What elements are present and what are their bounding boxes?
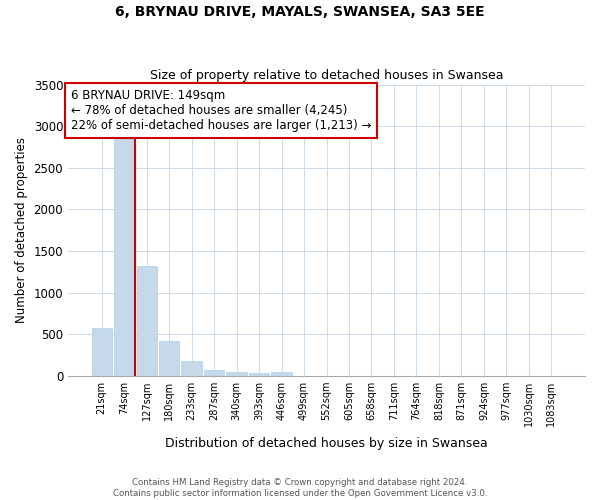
Bar (204, 370, 224, 376)
Bar (226, 372, 247, 376)
Bar (137, 266, 157, 376)
Bar (114, 133, 134, 376)
Text: 6 BRYNAU DRIVE: 149sqm
← 78% of detached houses are smaller (4,245)
22% of semi-: 6 BRYNAU DRIVE: 149sqm ← 78% of detached… (71, 89, 371, 132)
Text: Contains HM Land Registry data © Crown copyright and database right 2024.
Contai: Contains HM Land Registry data © Crown c… (113, 478, 487, 498)
Title: Size of property relative to detached houses in Swansea: Size of property relative to detached ho… (150, 69, 503, 82)
Bar (249, 374, 269, 376)
Bar (92, 328, 112, 376)
Y-axis label: Number of detached properties: Number of detached properties (15, 137, 28, 323)
Bar (159, 341, 179, 376)
Bar (271, 372, 292, 376)
Bar (181, 361, 202, 376)
X-axis label: Distribution of detached houses by size in Swansea: Distribution of detached houses by size … (165, 437, 488, 450)
Text: 6, BRYNAU DRIVE, MAYALS, SWANSEA, SA3 5EE: 6, BRYNAU DRIVE, MAYALS, SWANSEA, SA3 5E… (115, 5, 485, 19)
